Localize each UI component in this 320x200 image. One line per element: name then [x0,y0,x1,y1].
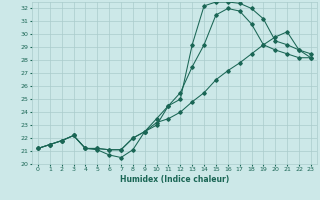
X-axis label: Humidex (Indice chaleur): Humidex (Indice chaleur) [120,175,229,184]
